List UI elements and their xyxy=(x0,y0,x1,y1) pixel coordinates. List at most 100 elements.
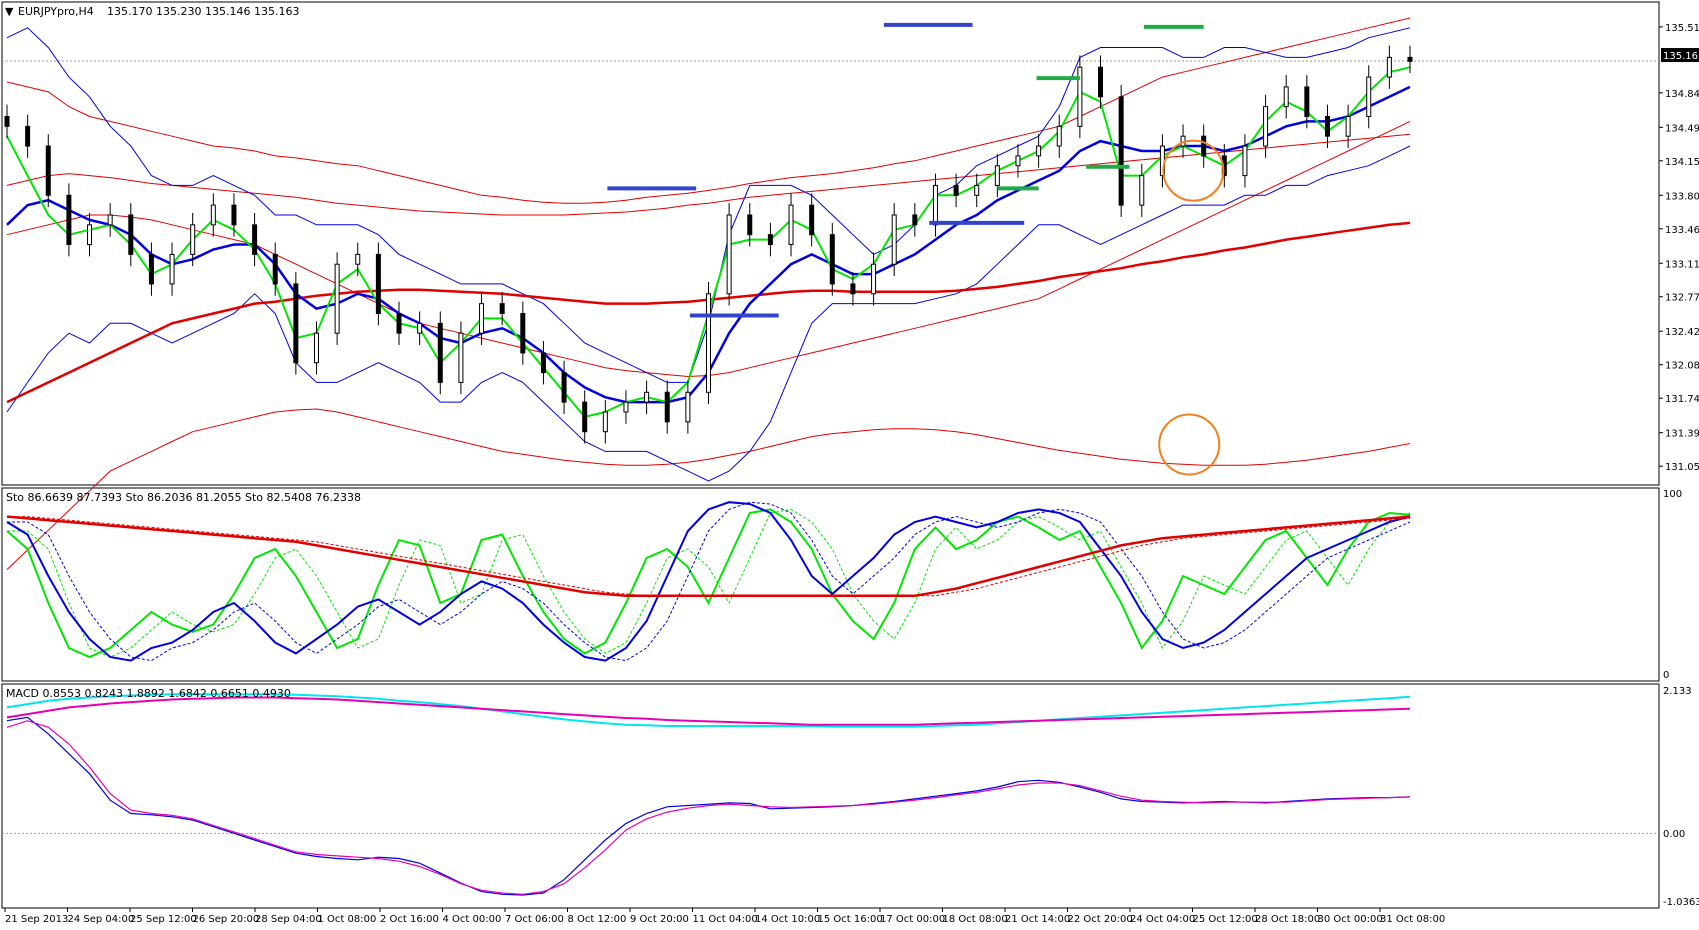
candle-body xyxy=(1015,155,1021,167)
time-tick-label: 2 Oct 16:00 xyxy=(380,914,439,925)
candle-body xyxy=(582,401,588,433)
symbol-info: EURJPYpro,H4 xyxy=(18,5,94,18)
candle-body xyxy=(128,214,134,255)
macd-series-line-3 xyxy=(6,720,1411,895)
candle-body xyxy=(479,303,485,334)
candle-body xyxy=(313,332,319,364)
candle-body xyxy=(788,204,794,246)
time-tick-label: 24 Sep 04:00 xyxy=(68,914,135,925)
stoch-panel-frame xyxy=(1,487,1660,682)
price-tick-label: 132.770 xyxy=(1665,293,1699,304)
collapse-triangle-icon[interactable]: ▼ xyxy=(5,5,14,18)
time-tick-label: 31 Oct 08:00 xyxy=(1380,914,1445,925)
time-tick-label: 30 Oct 00:00 xyxy=(1318,914,1383,925)
candle-body xyxy=(664,391,670,423)
time-tick-label: 14 Oct 10:00 xyxy=(755,914,820,925)
time-tick-label: 28 Sep 04:00 xyxy=(255,914,322,925)
candle-body xyxy=(871,263,877,295)
stochastic-plot xyxy=(6,501,1411,662)
candle-body xyxy=(231,204,237,226)
candle-body xyxy=(458,332,464,383)
macd-panel-frame xyxy=(1,683,1660,909)
macd-series-line-1 xyxy=(6,696,1411,726)
time-tick-label: 24 Oct 04:00 xyxy=(1130,914,1195,925)
time-tick-label: 15 Oct 16:00 xyxy=(818,914,883,925)
price-tick-label: 132.420 xyxy=(1665,327,1699,338)
time-tick-label: 7 Oct 06:00 xyxy=(505,914,564,925)
candle-body xyxy=(87,224,93,246)
macd-axis-zero: 0.00 xyxy=(1663,829,1685,840)
price-tick-label: 133.110 xyxy=(1665,259,1699,270)
candle-body xyxy=(499,303,505,314)
candle-body xyxy=(891,214,897,265)
macd-axis-top: 2.133 xyxy=(1663,686,1692,697)
price-tick-label: 133.460 xyxy=(1665,225,1699,236)
candle-body xyxy=(1139,175,1145,206)
candle-body xyxy=(1324,115,1330,137)
macd-plot xyxy=(2,693,1659,896)
candle-body xyxy=(169,253,175,285)
candle-body xyxy=(293,283,299,364)
symbol-header: ▼ EURJPYpro,H4 135.170 135.230 135.146 1… xyxy=(5,5,299,18)
price-panel-frame xyxy=(1,1,1660,486)
candle-body xyxy=(767,234,773,246)
candle-body xyxy=(809,204,815,236)
candle-body xyxy=(355,253,361,265)
candle-body xyxy=(1366,76,1372,117)
candle-body xyxy=(1263,106,1269,147)
time-tick-label: 25 Sep 12:00 xyxy=(130,914,197,925)
candle-body xyxy=(1077,66,1083,127)
price-axis: 135.510 134.840 134.490 134.150 133.800 133.4… xyxy=(1659,23,1699,473)
price-tick-label: 132.080 xyxy=(1665,361,1699,372)
candle-body xyxy=(974,184,980,196)
stoch-axis-min: 0 xyxy=(1663,670,1669,681)
price-tick-label: 134.150 xyxy=(1665,157,1699,168)
candle-body xyxy=(1201,135,1207,157)
candle-body xyxy=(252,224,258,255)
candle-body xyxy=(1407,56,1413,62)
price-tick-label: 131.740 xyxy=(1665,394,1699,405)
candle-body xyxy=(25,125,31,147)
candle-body xyxy=(623,401,629,413)
candle-body xyxy=(685,391,691,423)
highlight-circle xyxy=(1162,139,1225,202)
candle-body xyxy=(66,194,72,246)
stoch-label: Sto 86.6639 87.7393 Sto 86.2036 81.2055 … xyxy=(6,491,361,504)
price-series-line-8 xyxy=(6,133,1411,216)
time-tick-label: 26 Sep 20:00 xyxy=(193,914,260,925)
stoch-axis-max: 100 xyxy=(1663,489,1682,500)
candle-body xyxy=(1242,145,1248,177)
time-tick-label: 22 Oct 20:00 xyxy=(1068,914,1133,925)
stoch-signal-line-0 xyxy=(7,508,1411,658)
candle-body xyxy=(561,372,567,403)
stoch-series-line-1 xyxy=(6,501,1411,662)
time-tick-label: 21 Sep 2013 xyxy=(5,914,68,925)
candle-body xyxy=(1056,125,1062,147)
current-price-tag: 135.163 xyxy=(1661,48,1699,62)
candle-body xyxy=(540,352,546,374)
candle-body xyxy=(375,253,381,314)
candle-body xyxy=(1283,86,1289,108)
candle-body xyxy=(1118,96,1124,206)
candle-body xyxy=(1098,66,1104,98)
candle-body xyxy=(829,234,835,285)
candle-body xyxy=(850,283,856,295)
time-tick-label: 4 Oct 00:00 xyxy=(443,914,502,925)
ohlc-values: 135.170 135.230 135.146 135.163 xyxy=(107,5,299,18)
candle-body xyxy=(190,224,196,255)
candle-body xyxy=(1304,86,1310,117)
candle-body xyxy=(520,312,526,354)
candle-body xyxy=(334,263,340,334)
time-tick-label: 17 Oct 00:00 xyxy=(880,914,945,925)
price-tick-label: 131.390 xyxy=(1665,429,1699,440)
time-tick-label: 25 Oct 12:00 xyxy=(1193,914,1258,925)
price-tick-label: 133.800 xyxy=(1665,191,1699,202)
time-tick-label: 11 Oct 04:00 xyxy=(693,914,758,925)
current-price-value: 135.163 xyxy=(1663,51,1699,62)
candle-body xyxy=(4,115,10,127)
candle-body xyxy=(396,312,402,334)
macd-axis-bottom: -1.0363 xyxy=(1663,897,1699,908)
price-tick-label: 134.840 xyxy=(1665,89,1699,100)
